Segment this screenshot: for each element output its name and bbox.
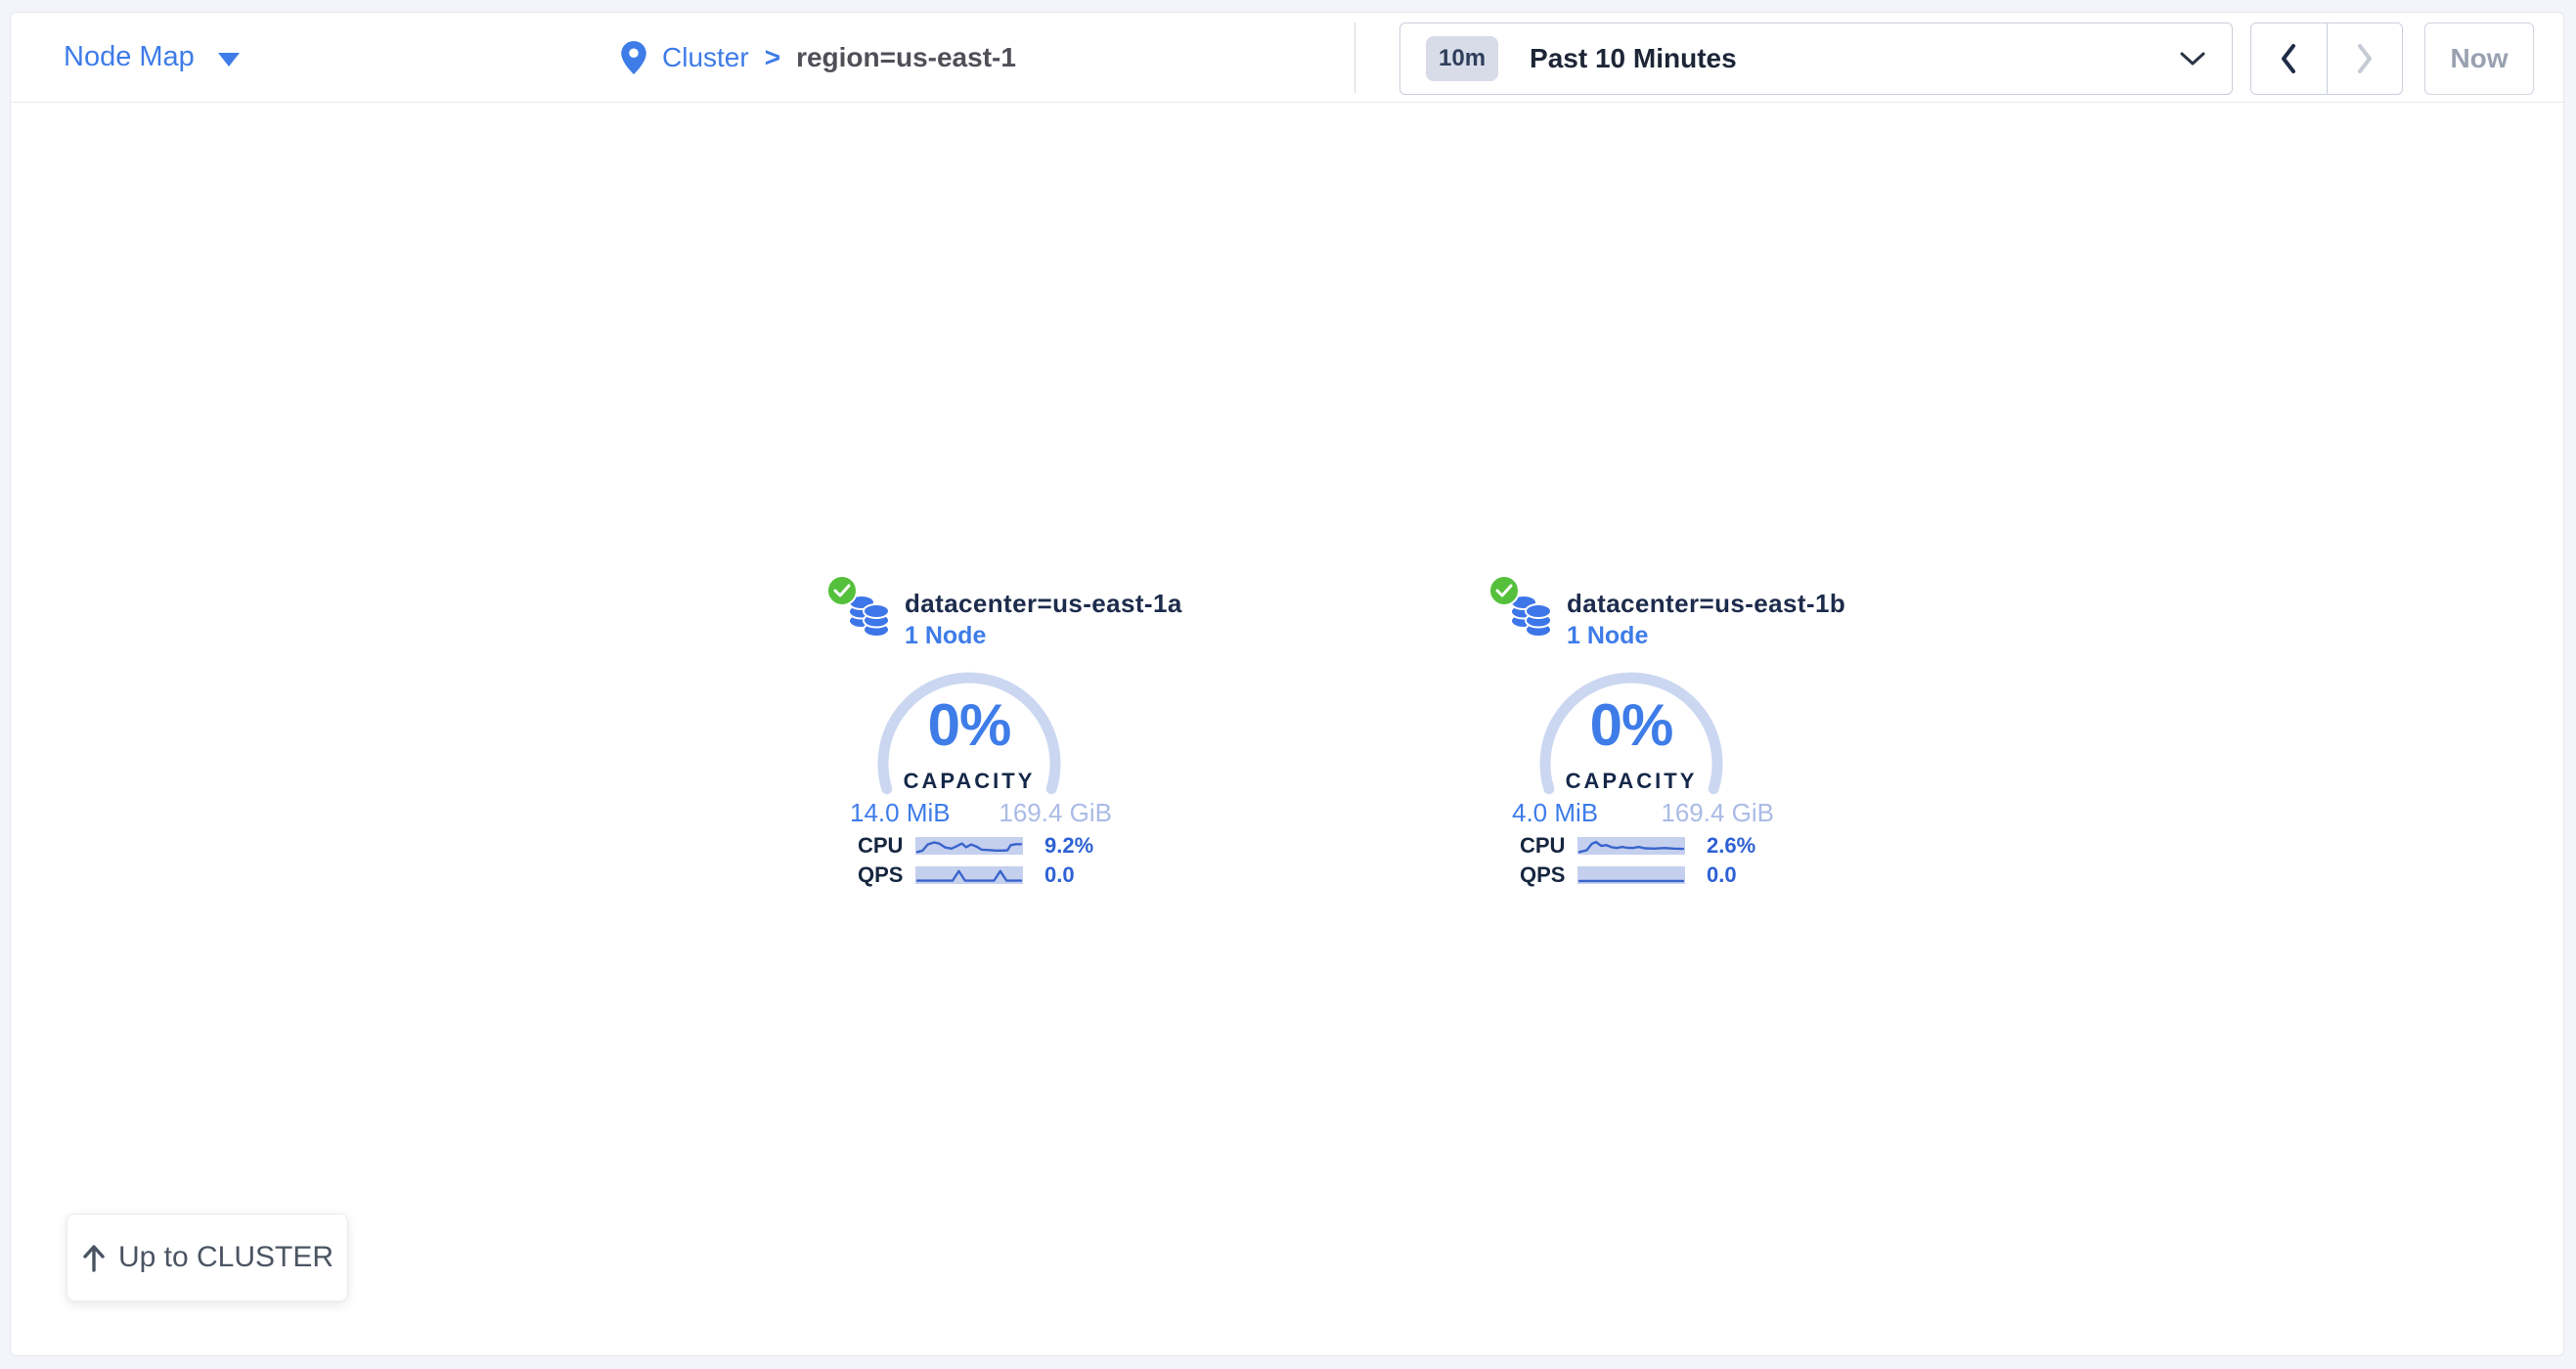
database-stack-icon	[1510, 595, 1552, 638]
breadcrumb-current-region: region=us-east-1	[796, 41, 1016, 72]
capacity-caption: CAPACITY	[903, 769, 1036, 793]
cpu-metric-row: CPU 9.2%	[850, 834, 1112, 858]
qps-label: QPS	[858, 862, 904, 887]
qps-value: 0.0	[1707, 862, 1737, 887]
qps-metric-row: QPS 0.0	[850, 863, 1112, 887]
capacity-percent: 0%	[927, 692, 1012, 758]
node-map-canvas: datacenter=us-east-1a 1 Node 0% CAPACITY…	[11, 103, 2563, 1355]
cpu-metric-row: CPU 2.6%	[1512, 834, 1774, 858]
map-pin-icon	[621, 40, 646, 74]
breadcrumb: Cluster > region=us-east-1	[621, 13, 1016, 102]
caret-down-icon	[217, 52, 240, 66]
view-mode-label: Node Map	[64, 41, 195, 72]
node-count-link[interactable]: 1 Node	[905, 622, 987, 649]
cpu-sparkline	[1577, 837, 1685, 855]
time-range-label: Past 10 Minutes	[1530, 43, 1737, 73]
time-step-forward-button[interactable]	[2328, 23, 2403, 94]
datacenter-card-us-east-1a[interactable]: datacenter=us-east-1a 1 Node 0% CAPACITY…	[822, 575, 1181, 900]
healthy-status-icon	[1488, 575, 1520, 606]
chevron-right-icon	[2357, 44, 2372, 73]
cpu-value: 9.2%	[1044, 833, 1094, 858]
now-button[interactable]: Now	[2424, 22, 2534, 95]
cpu-label: CPU	[1520, 833, 1566, 858]
qps-label: QPS	[1520, 862, 1566, 887]
time-range-selector[interactable]: 10m Past 10 Minutes	[1399, 22, 2233, 95]
qps-sparkline	[1577, 866, 1685, 884]
datacenter-card-us-east-1b[interactable]: datacenter=us-east-1b 1 Node 0% CAPACITY…	[1485, 575, 1845, 900]
breadcrumb-bar: Node Map Cluster > region=us-east-1 10m …	[11, 13, 2563, 103]
qps-metric-row: QPS 0.0	[1512, 863, 1774, 887]
breadcrumb-cluster-link[interactable]: Cluster	[662, 41, 749, 72]
arrow-up-icon	[83, 1245, 105, 1272]
capacity-used: 14.0 MiB	[850, 798, 951, 827]
view-mode-selector[interactable]: Node Map	[64, 13, 240, 102]
datacenter-title: datacenter=us-east-1a	[905, 589, 1182, 618]
time-range-badge: 10m	[1426, 36, 1499, 81]
capacity-caption: CAPACITY	[1565, 769, 1698, 793]
time-step-back-button[interactable]	[2251, 23, 2328, 94]
qps-sparkline	[915, 866, 1023, 884]
qps-value: 0.0	[1044, 862, 1075, 887]
cpu-value: 2.6%	[1707, 833, 1756, 858]
cpu-label: CPU	[858, 833, 904, 858]
now-button-label: Now	[2450, 43, 2509, 73]
up-to-cluster-button[interactable]: Up to CLUSTER	[67, 1214, 348, 1302]
healthy-status-icon	[826, 575, 858, 606]
node-count-link[interactable]: 1 Node	[1567, 622, 1649, 649]
capacity-total: 169.4 GiB	[1661, 798, 1774, 827]
capacity-arc	[1539, 672, 1723, 795]
chevron-down-icon	[2180, 52, 2205, 66]
up-to-cluster-label: Up to CLUSTER	[117, 1241, 334, 1273]
datacenter-title: datacenter=us-east-1b	[1567, 589, 1846, 618]
capacity-gauge: 0% CAPACITY	[1529, 661, 1734, 866]
capacity-arc	[877, 672, 1061, 795]
cpu-sparkline	[915, 837, 1023, 855]
time-step-controls	[2250, 22, 2403, 95]
breadcrumb-separator: >	[764, 41, 781, 72]
capacity-used: 4.0 MiB	[1512, 798, 1599, 827]
capacity-percent: 0%	[1589, 692, 1674, 758]
node-map-panel: Node Map Cluster > region=us-east-1 10m …	[10, 12, 2564, 1356]
capacity-total: 169.4 GiB	[999, 798, 1112, 827]
database-stack-icon	[848, 595, 890, 638]
storage-row: 4.0 MiB 169.4 GiB	[1512, 798, 1774, 828]
capacity-gauge: 0% CAPACITY	[866, 661, 1072, 866]
chevron-left-icon	[2282, 44, 2296, 73]
storage-row: 14.0 MiB 169.4 GiB	[850, 798, 1112, 828]
